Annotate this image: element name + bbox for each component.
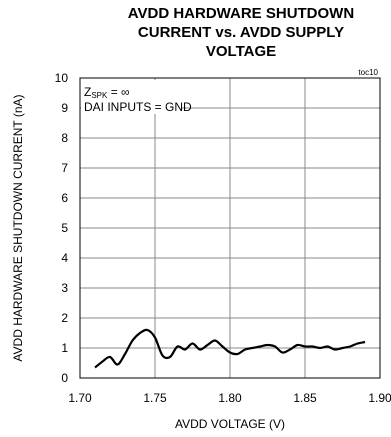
chart-title: AVDD HARDWARE SHUTDOWN CURRENT vs. AVDD … [127, 5, 355, 60]
x-tick-label: 1.70 [68, 391, 92, 405]
y-tick-label: 8 [61, 131, 68, 145]
y-tick-label: 10 [55, 71, 69, 85]
y-tick-label: 1 [61, 341, 68, 355]
y-tick-label: 2 [61, 311, 68, 325]
annotation-zspk: ZSPK = ∞ [84, 85, 130, 100]
y-tick-label: 6 [61, 191, 68, 205]
y-tick-label: 0 [61, 371, 68, 385]
annotation-dai-inputs: DAI INPUTS = GND [84, 100, 192, 114]
y-tick-label: 9 [61, 101, 68, 115]
y-tick-labels: 0 1 2 3 4 5 6 7 8 9 10 [55, 71, 69, 385]
y-tick-label: 3 [61, 281, 68, 295]
x-tick-label: 1.80 [218, 391, 242, 405]
series-line [94, 328, 366, 369]
grid-lines [80, 78, 380, 378]
x-axis-label: AVDD VOLTAGE (V) [175, 417, 285, 431]
plot-frame [79, 77, 381, 379]
x-tick-label: 1.75 [143, 391, 167, 405]
x-tick-labels: 1.70 1.75 1.80 1.85 1.90 [68, 391, 391, 405]
annotation-background [81, 80, 181, 114]
x-tick-label: 1.90 [368, 391, 391, 405]
y-tick-label: 5 [61, 221, 68, 235]
y-tick-label: 7 [61, 161, 68, 175]
x-tick-label: 1.85 [293, 391, 317, 405]
y-tick-label: 4 [61, 251, 68, 265]
figure-id: toc10 [358, 68, 378, 77]
y-axis-label: AVDD HARDWARE SHUTDOWN CURRENT (nA) [11, 94, 25, 361]
series-group [94, 328, 366, 369]
